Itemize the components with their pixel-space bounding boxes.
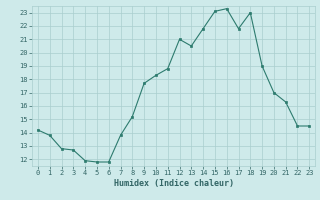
X-axis label: Humidex (Indice chaleur): Humidex (Indice chaleur) xyxy=(114,179,234,188)
